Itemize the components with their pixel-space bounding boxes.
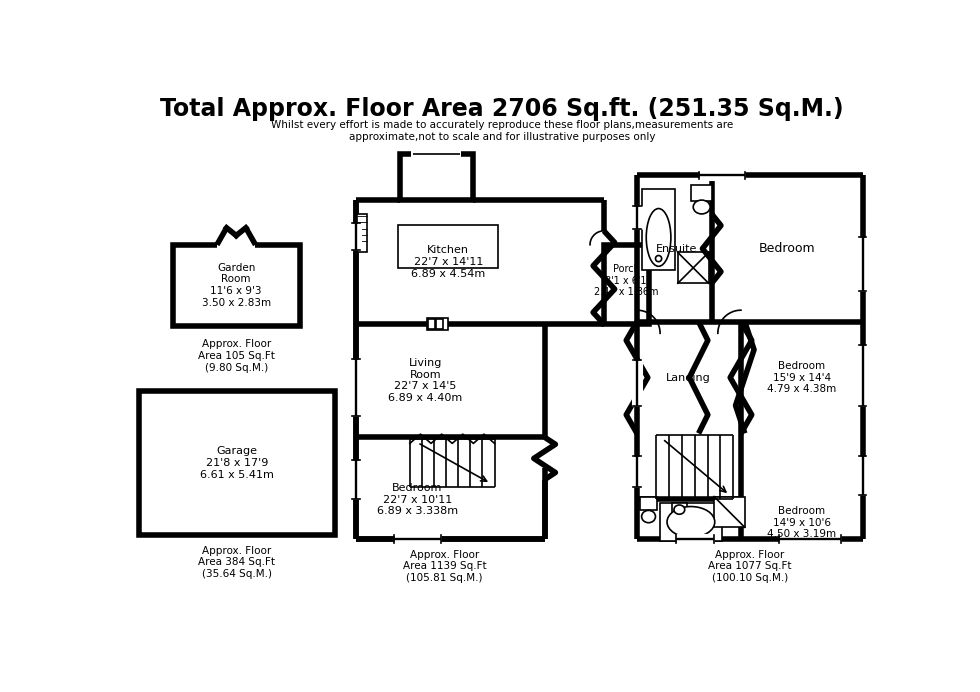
Bar — [358, 214, 367, 253]
Bar — [604, 245, 649, 324]
Bar — [400, 154, 473, 200]
Text: Porch
8'1 x 6'1
2.47 x 1.86m: Porch 8'1 x 6'1 2.47 x 1.86m — [594, 264, 659, 297]
Text: Garage
21'8 x 17'9
6.61 x 5.41m: Garage 21'8 x 17'9 6.61 x 5.41m — [200, 446, 274, 480]
Ellipse shape — [693, 200, 710, 214]
Bar — [436, 320, 443, 329]
Text: Living
Room
22'7 x 14'5
6.89 x 4.40m: Living Room 22'7 x 14'5 6.89 x 4.40m — [388, 358, 463, 403]
Text: Approx. Floor
Area 1077 Sq.Ft
(100.10 Sq.M.): Approx. Floor Area 1077 Sq.Ft (100.10 Sq… — [709, 549, 792, 583]
Bar — [671, 502, 687, 516]
Circle shape — [656, 255, 662, 262]
Bar — [428, 320, 435, 329]
Bar — [172, 245, 300, 326]
Bar — [139, 391, 335, 535]
Text: Kitchen
22'7 x 14'11
6.89 x 4.54m: Kitchen 22'7 x 14'11 6.89 x 4.54m — [412, 246, 485, 279]
Ellipse shape — [674, 505, 685, 514]
Text: Bedroom
15'9 x 14'4
4.79 x 4.38m: Bedroom 15'9 x 14'4 4.79 x 4.38m — [767, 361, 836, 394]
Ellipse shape — [667, 507, 714, 538]
Text: Bedroom
22'7 x 10'11
6.89 x 3.338m: Bedroom 22'7 x 10'11 6.89 x 3.338m — [377, 483, 458, 516]
Ellipse shape — [646, 208, 671, 266]
Text: Approx. Floor
Area 384 Sq.Ft
(35.64 Sq.M.): Approx. Floor Area 384 Sq.Ft (35.64 Sq.M… — [199, 546, 275, 579]
Polygon shape — [356, 200, 604, 539]
Bar — [643, 190, 674, 270]
Bar — [640, 497, 657, 511]
Bar — [714, 497, 745, 527]
Bar — [691, 185, 712, 201]
Text: Approx. Floor
Area 1139 Sq.Ft
(105.81 Sq.M.): Approx. Floor Area 1139 Sq.Ft (105.81 Sq… — [403, 549, 486, 583]
Text: Landing: Landing — [666, 372, 710, 383]
Text: Total Approx. Floor Area 2706 Sq.ft. (251.35 Sq.M.): Total Approx. Floor Area 2706 Sq.ft. (25… — [161, 97, 844, 121]
Bar — [678, 253, 709, 283]
Bar — [427, 318, 449, 330]
Text: Whilst every effort is made to accurately reproduce these floor plans,measuremen: Whilst every effort is made to accuratel… — [271, 120, 733, 142]
Text: Ensuite: Ensuite — [656, 244, 697, 253]
Bar — [661, 502, 721, 541]
Text: Bedroom
14'9 x 10'6
4.50 x 3.19m: Bedroom 14'9 x 10'6 4.50 x 3.19m — [767, 506, 836, 539]
Bar — [398, 226, 499, 268]
Text: Bedroom: Bedroom — [759, 242, 815, 255]
Ellipse shape — [642, 511, 656, 522]
Text: Approx. Floor
Area 105 Sq.Ft
(9.80 Sq.M.): Approx. Floor Area 105 Sq.Ft (9.80 Sq.M.… — [198, 340, 274, 373]
Text: Garden
Room
11'6 x 9'3
3.50 x 2.83m: Garden Room 11'6 x 9'3 3.50 x 2.83m — [202, 263, 270, 307]
